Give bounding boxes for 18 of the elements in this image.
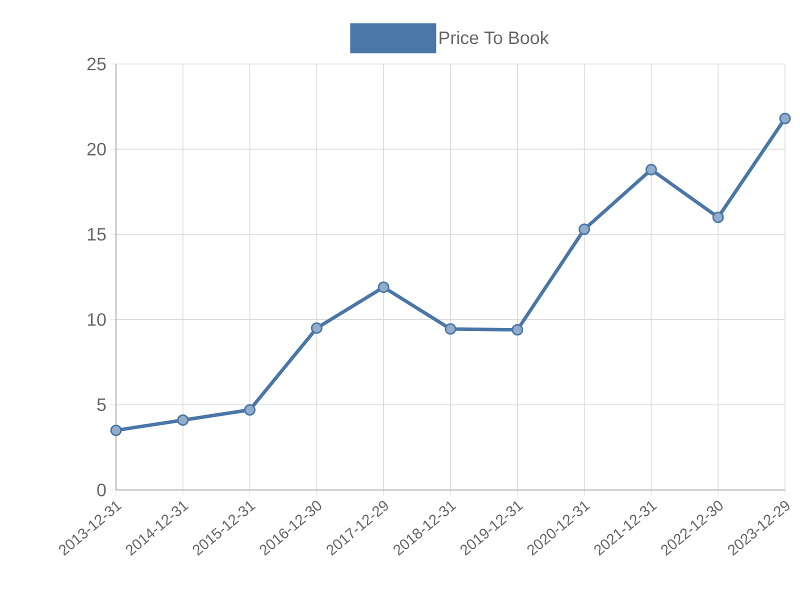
- point: [444, 323, 456, 335]
- y-tick-label: 15: [88, 228, 106, 241]
- point: [645, 164, 657, 176]
- point: [712, 212, 724, 224]
- y-tick-label: 10: [88, 313, 106, 326]
- point: [244, 404, 256, 416]
- point: [310, 322, 322, 334]
- y-tick-label: 25: [87, 58, 106, 70]
- point: [177, 414, 189, 426]
- point: [512, 324, 524, 336]
- y-tick-label: 0: [97, 484, 106, 496]
- point: [578, 224, 590, 236]
- point: [779, 112, 791, 124]
- point: [378, 281, 390, 293]
- y-tick-label: 20: [87, 142, 106, 156]
- point: [110, 424, 122, 436]
- legend-label: Price To Book: [440, 31, 549, 44]
- y-tick-label: 5: [97, 398, 106, 412]
